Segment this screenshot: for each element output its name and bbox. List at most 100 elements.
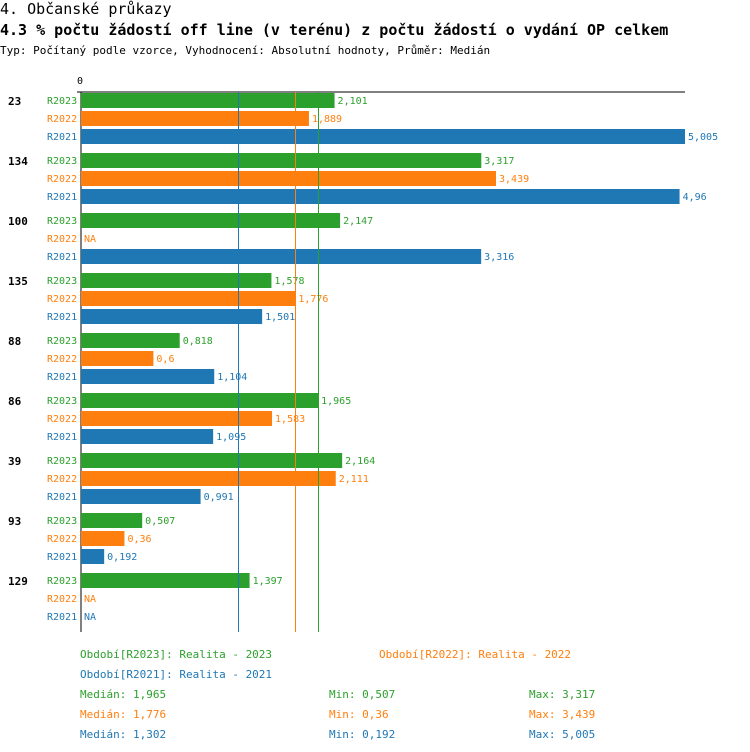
data-label: 0,507 [145,516,175,527]
data-label: 4,96 [683,192,707,203]
bar-r2022 [81,471,336,486]
bar-r2021 [81,549,105,564]
stat-min-r2022: Min: 0,36 [329,708,389,721]
stat-min-r2021: Min: 0,192 [329,728,396,741]
data-label: 2,147 [343,216,373,227]
group-label: 134 [8,155,28,168]
na-label: NA [84,234,96,245]
data-label: 1,104 [217,372,247,383]
data-label: 1,095 [216,432,246,443]
data-label: 1,583 [275,414,305,425]
series-label-r2022: R2022 [47,174,77,185]
bar-r2021 [81,129,685,144]
bar-r2023 [81,93,335,108]
na-label: NA [84,612,96,623]
bar-r2023 [81,153,482,168]
data-label: 3,317 [484,156,514,167]
stat-median-r2023: Medián: 1,965 [80,688,167,701]
series-label-r2021: R2021 [47,432,77,443]
bar-r2022 [81,291,296,306]
data-label: 0,6 [156,354,174,365]
bar-r2021 [81,489,201,504]
legend-period-r2021: Období[R2021]: Realita - 2021 [80,668,273,681]
bar-r2023 [81,273,272,288]
bar-chart: 0 23 R2023 2,101 R2022 1,889 R2021 5,005 134 R202… [8,76,718,632]
stat-max-r2023: Max: 3,317 [529,688,596,701]
group-label: 100 [8,215,28,228]
bar-r2023 [81,393,319,408]
series-label-r2022: R2022 [47,474,77,485]
bar-r2023 [81,573,250,588]
bar-r2021 [81,429,214,444]
data-label: 0,36 [127,534,151,545]
legend-period-r2022: Období[R2022]: Realita - 2022 [379,648,572,661]
legend-period-r2023: Období[R2023]: Realita - 2023 [80,648,273,661]
data-label: 0,192 [107,552,137,563]
data-label: 1,889 [312,114,342,125]
bar-r2023 [81,213,341,228]
group-label: 93 [8,515,21,528]
series-label-r2021: R2021 [47,132,77,143]
stat-max-r2022: Max: 3,439 [529,708,596,721]
stat-min-r2023: Min: 0,507 [329,688,396,701]
bar-r2023 [81,453,343,468]
series-label-r2021: R2021 [47,192,77,203]
bar-r2022 [81,111,309,126]
bar-r2023 [81,333,180,348]
series-label-r2021: R2021 [47,312,77,323]
series-label-r2021: R2021 [47,552,77,563]
series-label-r2023: R2023 [47,276,77,287]
series-label-r2022: R2022 [47,114,77,125]
x-axis-zero-label: 0 [77,76,83,87]
data-label: 2,164 [345,456,375,467]
series-label-r2023: R2023 [47,576,77,587]
section-title: 4. Občanské průkazy [0,0,172,18]
group-label: 23 [8,95,21,108]
bar-r2022 [81,531,125,546]
series-label-r2023: R2023 [47,96,77,107]
series-label-r2022: R2022 [47,414,77,425]
series-label-r2023: R2023 [47,516,77,527]
chart-title: 4.3 % počtu žádostí off line (v terénu) … [0,21,669,39]
data-label: 0,991 [204,492,234,503]
series-label-r2021: R2021 [47,372,77,383]
stat-median-r2021: Medián: 1,302 [80,728,167,741]
group-label: 135 [8,275,28,288]
data-label: 0,818 [183,336,213,347]
stat-median-r2022: Medián: 1,776 [80,708,167,721]
group-label: 39 [8,455,21,468]
data-label: 2,101 [338,96,368,107]
series-label-r2021: R2021 [47,492,77,503]
series-label-r2023: R2023 [47,156,77,167]
series-label-r2023: R2023 [47,216,77,227]
group-label: 129 [8,575,28,588]
chart-subtitle: Typ: Počítaný podle vzorce, Vyhodnocení:… [0,44,491,57]
series-label-r2023: R2023 [47,456,77,467]
series-label-r2022: R2022 [47,294,77,305]
series-label-r2022: R2022 [47,594,77,605]
na-label: NA [84,594,96,605]
series-label-r2022: R2022 [47,354,77,365]
data-label: 1,578 [274,276,304,287]
bar-r2021 [81,189,680,204]
data-label: 2,111 [339,474,369,485]
data-label: 1,965 [321,396,351,407]
data-label: 1,397 [253,576,283,587]
group-label: 86 [8,395,22,408]
series-label-r2023: R2023 [47,336,77,347]
data-label: 1,501 [265,312,295,323]
series-label-r2021: R2021 [47,612,77,623]
data-label: 3,439 [499,174,529,185]
bar-r2022 [81,351,154,366]
bar-r2023 [81,513,143,528]
bar-r2022 [81,171,497,186]
bar-r2022 [81,411,273,426]
series-label-r2021: R2021 [47,252,77,263]
bar-r2021 [81,249,482,264]
series-label-r2022: R2022 [47,234,77,245]
bar-r2021 [81,369,215,384]
data-label: 1,776 [298,294,328,305]
series-label-r2023: R2023 [47,396,77,407]
bar-r2021 [81,309,263,324]
stat-max-r2021: Max: 5,005 [529,728,596,741]
